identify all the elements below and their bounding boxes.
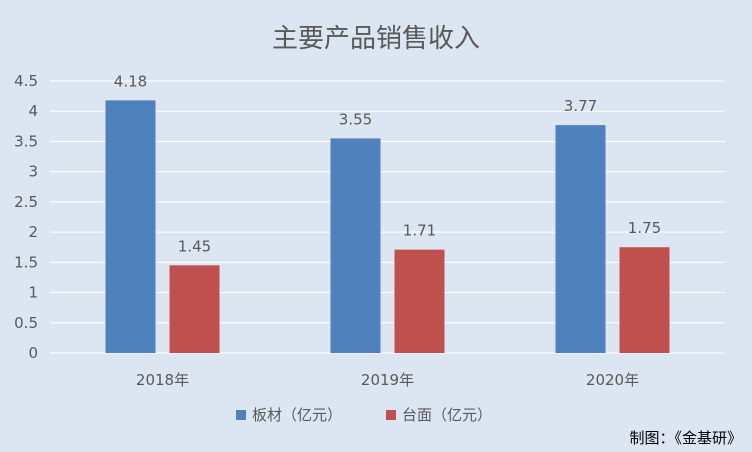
y-tick-label: 2	[28, 223, 38, 241]
y-tick-label: 3.5	[14, 132, 38, 150]
bar	[555, 125, 606, 353]
legend-swatch	[236, 410, 246, 420]
bar	[169, 265, 220, 353]
y-tick-label: 4	[28, 102, 38, 120]
data-label: 1.75	[628, 219, 661, 237]
y-tick-label: 4.5	[14, 72, 38, 90]
y-tick-label: 1	[28, 284, 38, 302]
bar	[105, 100, 156, 353]
data-label: 1.45	[178, 237, 211, 255]
data-label: 4.18	[114, 72, 147, 90]
bar	[619, 247, 670, 353]
bar	[394, 249, 445, 353]
legend-swatch	[386, 410, 396, 420]
legend-label: 板材（亿元）	[252, 406, 342, 424]
data-label: 1.71	[403, 222, 436, 240]
credit-text: 制图：《金基研》	[629, 429, 742, 447]
chart-title: 主要产品销售收入	[271, 24, 480, 54]
y-tick-label: 0.5	[14, 314, 38, 332]
y-tick-label: 3	[28, 163, 38, 181]
bar	[330, 138, 381, 353]
y-tick-label: 0	[28, 344, 38, 362]
x-tick-label: 2019年	[361, 371, 414, 389]
x-tick-label: 2020年	[586, 371, 639, 389]
legend-label: 台面（亿元）	[402, 406, 492, 424]
data-label: 3.77	[564, 97, 597, 115]
y-tick-label: 1.5	[14, 253, 38, 271]
y-tick-label: 2.5	[14, 193, 38, 211]
x-tick-label: 2018年	[136, 371, 189, 389]
data-label: 3.55	[339, 110, 372, 128]
